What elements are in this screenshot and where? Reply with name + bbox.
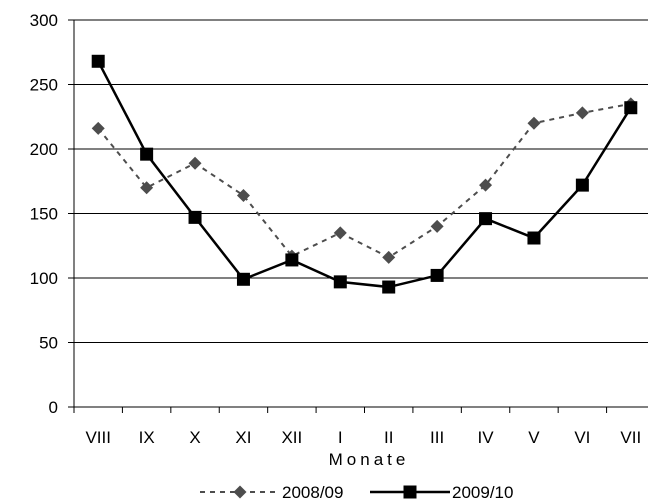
data-point-2008/09-I: [333, 226, 347, 240]
x-axis-label: Monate: [329, 450, 410, 469]
legend-label-2008/09: 2008/09: [282, 483, 343, 502]
x-tick-label-IX: IX: [139, 428, 155, 447]
data-point-2009/10-VIII: [91, 54, 105, 68]
y-tick-label-100: 100: [30, 269, 58, 288]
x-tick-label-VIII: VIII: [85, 428, 111, 447]
data-point-2009/10-XI: [236, 272, 250, 286]
x-tick-label-IV: IV: [478, 428, 495, 447]
y-tick-label-300: 300: [30, 11, 58, 30]
legend-marker-2009/10: [403, 485, 417, 499]
x-tick-label-III: III: [430, 428, 444, 447]
data-point-2009/10-VI: [575, 178, 589, 192]
y-tick-label-50: 50: [39, 334, 58, 353]
x-tick-label-X: X: [189, 428, 200, 447]
series-2008/09: [91, 97, 638, 264]
legend: 2008/09 2009/10: [200, 483, 513, 502]
series-line-2008/09: [97, 102, 631, 259]
data-point-2009/10-XII: [285, 253, 299, 267]
data-point-2008/09-VIII: [91, 121, 105, 135]
data-point-2008/09-VI: [575, 106, 589, 120]
data-point-2008/09-XI: [236, 188, 250, 202]
grid-lines: [74, 19, 648, 343]
data-point-2008/09-IV: [479, 178, 493, 192]
data-point-2009/10-VII: [624, 101, 638, 115]
series-2009/10: [91, 54, 638, 294]
data-point-2008/09-IX: [140, 181, 154, 195]
x-tick-label-V: V: [528, 428, 540, 447]
x-tick-label-II: II: [384, 428, 393, 447]
series-group: [91, 54, 638, 294]
data-point-2009/10-IX: [140, 147, 154, 161]
y-tick-label-250: 250: [30, 76, 58, 95]
data-point-2008/09-III: [430, 219, 444, 233]
data-point-2009/10-I: [333, 275, 347, 289]
data-point-2008/09-II: [382, 250, 396, 264]
x-axis-ticks: VIII IX X XI XII I II III IV V VI VII: [73, 407, 641, 447]
data-point-2009/10-III: [430, 268, 444, 282]
y-tick-label-0: 0: [49, 398, 58, 417]
data-point-2008/09-X: [188, 156, 202, 170]
x-tick-label-I: I: [338, 428, 343, 447]
legend-marker-2008/09: [233, 485, 247, 499]
data-point-2009/10-V: [527, 231, 541, 245]
x-tick-label-VII: VII: [620, 428, 641, 447]
data-point-2009/10-X: [188, 210, 202, 224]
y-tick-label-150: 150: [30, 205, 58, 224]
data-point-2009/10-II: [382, 280, 396, 294]
series-line-2009/10: [97, 60, 632, 289]
y-axis-ticks: 0 50 100 150 200 250 300: [30, 11, 74, 417]
x-tick-label-VI: VI: [574, 428, 590, 447]
data-point-2008/09-V: [527, 116, 541, 130]
x-tick-label-XII: XII: [281, 428, 302, 447]
data-point-2009/10-IV: [479, 212, 493, 226]
x-tick-label-XI: XI: [235, 428, 251, 447]
y-tick-label-200: 200: [30, 140, 58, 159]
legend-label-2009/10: 2009/10: [452, 483, 513, 502]
